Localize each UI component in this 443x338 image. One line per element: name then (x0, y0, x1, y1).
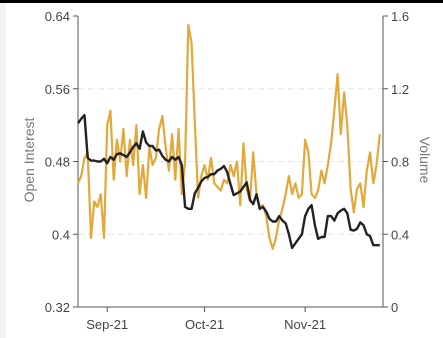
volume-line (76, 24, 381, 250)
x-tick-label: Nov-21 (284, 317, 326, 332)
left-y-tick-label: 0.56 (45, 82, 70, 97)
right-y-tick-label: 0.4 (391, 227, 409, 242)
x-tick-label: Oct-21 (185, 317, 224, 332)
right-y-tick-label: 1.6 (391, 9, 409, 24)
x-ticks: Sep-21 Oct-21 Nov-21 (86, 307, 326, 332)
x-tick-label: Sep-21 (86, 317, 128, 332)
right-y-tick-label: 0 (391, 300, 398, 315)
series-lines (76, 24, 381, 250)
left-y-tick-label: 0.48 (45, 155, 70, 170)
right-y-ticks: 0 0.4 0.8 1.2 1.6 (383, 9, 409, 315)
left-y-ticks: 0.32 0.4 0.48 0.56 0.64 (45, 9, 78, 315)
top-border (0, 0, 443, 3)
left-y-tick-label: 0.64 (45, 9, 70, 24)
right-y-axis-title: Volume (417, 137, 433, 184)
left-y-tick-label: 0.4 (52, 227, 70, 242)
left-edge-strip (0, 3, 6, 338)
left-y-tick-label: 0.32 (45, 300, 70, 315)
right-y-tick-label: 0.8 (391, 155, 409, 170)
left-y-axis-title: Open Interest (21, 117, 37, 202)
right-y-tick-label: 1.2 (391, 82, 409, 97)
open-interest-line (77, 113, 380, 250)
